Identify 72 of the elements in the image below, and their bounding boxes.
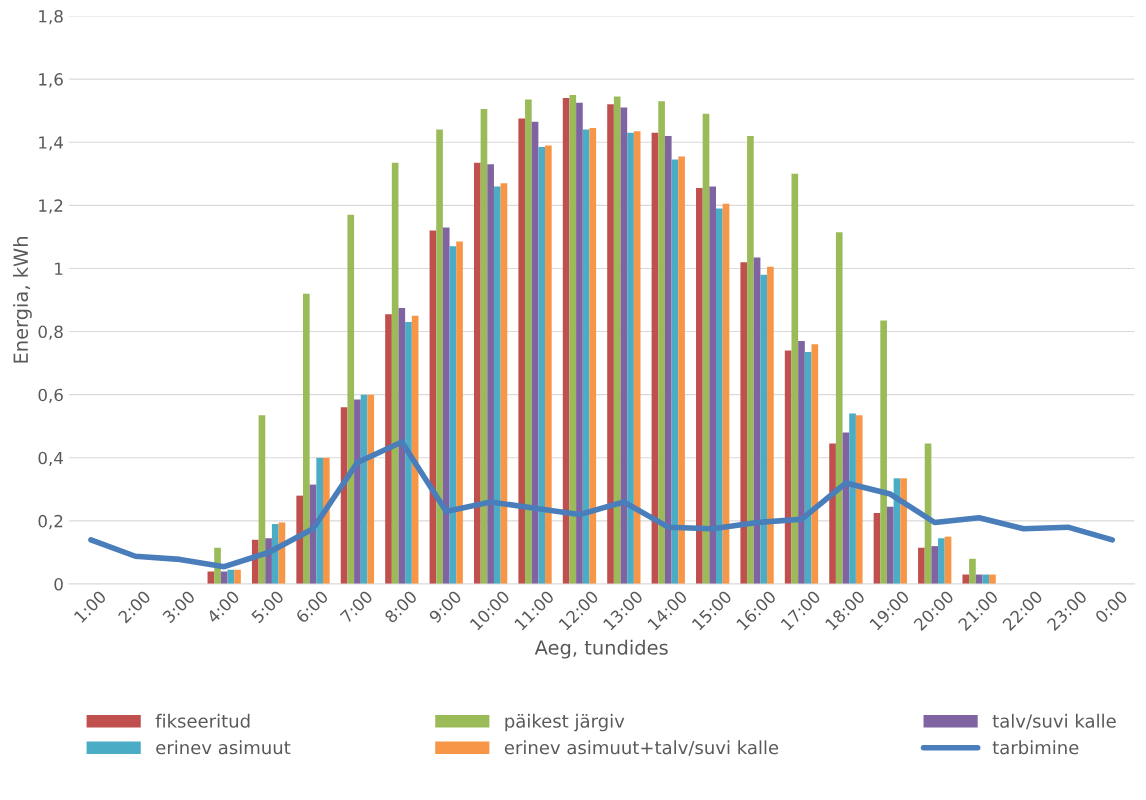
- bar: [487, 164, 494, 584]
- bar: [436, 129, 443, 584]
- bar: [367, 394, 375, 584]
- y-tick-label: 0: [54, 577, 63, 591]
- bar: [633, 131, 641, 584]
- bar: [835, 232, 843, 584]
- bar: [576, 102, 583, 584]
- bar: [322, 457, 330, 584]
- y-tick-label: 1: [55, 262, 63, 275]
- bar: [405, 322, 412, 584]
- bar: [538, 146, 546, 584]
- bar: [938, 538, 945, 584]
- bar: [740, 262, 748, 584]
- bar: [696, 187, 703, 584]
- bar: [589, 128, 597, 584]
- bar: [747, 135, 754, 584]
- bar: [900, 478, 907, 584]
- bar: [849, 413, 856, 584]
- bar: [234, 569, 241, 584]
- bar: [678, 156, 685, 584]
- bar: [767, 266, 774, 584]
- bar: [627, 132, 634, 584]
- bar: [798, 341, 805, 584]
- bar: [347, 214, 355, 584]
- bar: [716, 208, 723, 584]
- bar: [271, 524, 279, 584]
- x-axis-title: Aeg, tundides: [534, 639, 668, 659]
- bar: [518, 118, 526, 584]
- y-tick-label: 1,6: [39, 73, 63, 88]
- bar: [398, 307, 406, 584]
- bar: [456, 241, 463, 584]
- bar: [709, 186, 716, 584]
- y-tick-label: 1,2: [39, 199, 63, 214]
- bar: [613, 96, 621, 584]
- y-tick-label: 0,2: [38, 514, 63, 530]
- bar: [385, 314, 392, 584]
- bar: [886, 506, 894, 584]
- bar: [811, 344, 819, 584]
- legend-label: fikseeritud: [155, 713, 250, 728]
- legend-label: tarbimine: [992, 740, 1079, 755]
- bar: [545, 145, 552, 584]
- bar: [760, 274, 768, 584]
- y-axis-title: Energia, kWh: [13, 237, 32, 363]
- bar: [969, 558, 976, 584]
- legend-label: erinev asimuut+talv/suvi kalle: [504, 740, 779, 756]
- bar: [607, 104, 614, 584]
- legend-label: talv/suvi kalle: [992, 713, 1116, 730]
- bar: [316, 457, 323, 584]
- bar: [658, 101, 665, 584]
- bar: [918, 547, 925, 584]
- legend-label: päikest järgiv: [505, 713, 625, 732]
- y-tick-label: 1,4: [39, 136, 63, 151]
- bar: [931, 546, 939, 584]
- bar: [354, 399, 361, 584]
- y-tick-label: 0,4: [38, 451, 63, 467]
- y-tick-label: 1,8: [39, 9, 63, 25]
- bar: [855, 415, 863, 584]
- bar: [569, 94, 577, 584]
- bar: [442, 227, 450, 584]
- legend-label: erinev asimuut: [156, 740, 291, 755]
- bar: [303, 293, 310, 584]
- bar: [829, 443, 836, 584]
- bar: [525, 99, 532, 584]
- bar: [493, 186, 501, 584]
- y-tick-label: 0,8: [38, 325, 63, 340]
- bar: [296, 495, 304, 584]
- bar: [473, 162, 481, 584]
- bar: [791, 173, 799, 584]
- bar: [664, 135, 672, 584]
- y-tick-label: 0,6: [38, 388, 63, 403]
- bar: [880, 320, 887, 584]
- bar: [220, 571, 228, 584]
